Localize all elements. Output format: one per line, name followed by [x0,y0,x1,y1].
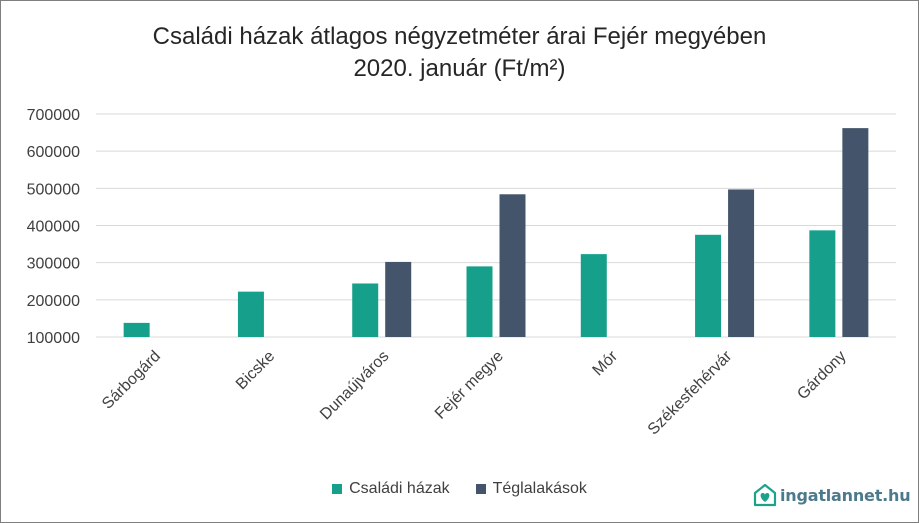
bar-csaladi-hazak [352,283,379,337]
legend-label-teglalakasok: Téglalakások [492,480,587,497]
bar-csaladi-hazak [237,291,264,337]
x-category-label: Bicske [233,348,278,393]
bar-csaladi-hazak [466,266,493,337]
y-tick-label: 100000 [27,330,80,347]
bar-csaladi-hazak [123,322,150,337]
x-category-label: Gárdony [794,348,849,403]
legend-swatch-teglalakasok [475,484,486,494]
y-tick-label: 400000 [27,219,80,236]
y-tick-label: 300000 [27,256,80,273]
legend-label-csaladi-hazak: Családi házak [349,480,450,497]
y-tick-label: 600000 [27,144,80,161]
bar-teglalakasok [499,194,526,337]
x-category-label: Mór [590,347,622,379]
bar-teglalakasok [842,128,869,337]
chart-title: Családi házak átlagos négyzetméter árai … [1,21,918,85]
x-category-label: Székesfehérvár [645,347,736,438]
legend-swatch-csaladi-hazak [332,484,343,494]
legend-item-teglalakasok: Téglalakások [475,480,587,498]
x-category-label: Dunaújváros [317,348,393,424]
y-tick-label: 200000 [27,293,80,310]
bar-csaladi-hazak [695,234,722,337]
bar-csaladi-hazak [580,254,607,337]
y-tick-label: 500000 [27,181,80,198]
bar-teglalakasok [385,261,412,337]
chart-title-line2: 2020. január (Ft/m²) [353,55,566,82]
bar-teglalakasok [728,189,755,337]
legend-item-csaladi-hazak: Családi házak [332,480,450,498]
y-tick-label: 700000 [27,107,80,124]
chart-title-line1: Családi házak átlagos négyzetméter árai … [152,23,767,50]
x-category-label: Fejér megye [432,348,507,423]
house-heart-icon [753,483,777,507]
x-category-label: Sárbogárd [99,348,164,413]
bar-csaladi-hazak [809,230,836,337]
brand-logo: ingatlannet.hu [753,483,911,507]
legend: Családi házak Téglalakások [1,480,918,498]
brand-logo-text: ingatlannet.hu [780,485,911,505]
